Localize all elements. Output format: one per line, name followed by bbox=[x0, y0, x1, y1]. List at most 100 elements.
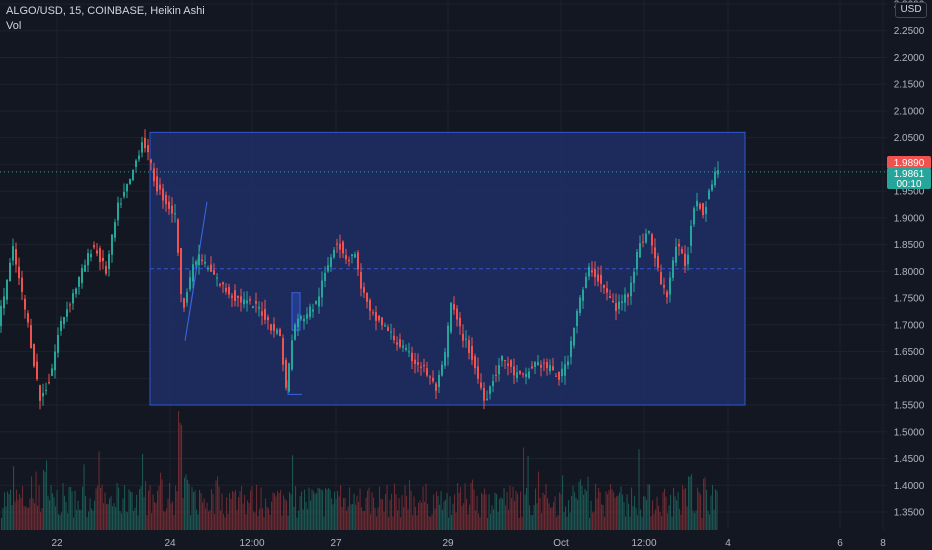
candle-body[interactable] bbox=[414, 359, 416, 364]
candle-body[interactable] bbox=[393, 335, 395, 341]
candle-body[interactable] bbox=[492, 381, 494, 387]
candle-body[interactable] bbox=[255, 301, 257, 304]
candle-body[interactable] bbox=[60, 320, 62, 331]
candle-body[interactable] bbox=[138, 155, 140, 160]
candle-body[interactable] bbox=[267, 317, 269, 321]
candle-body[interactable] bbox=[420, 366, 422, 368]
candle-body[interactable] bbox=[0, 305, 2, 327]
candle-body[interactable] bbox=[600, 274, 602, 284]
candle-body[interactable] bbox=[216, 277, 218, 279]
candle-body[interactable] bbox=[477, 366, 479, 379]
candle-body[interactable] bbox=[465, 338, 467, 340]
candle-body[interactable] bbox=[96, 250, 98, 254]
candle-body[interactable] bbox=[705, 207, 707, 215]
candle-body[interactable] bbox=[78, 277, 80, 287]
candle-body[interactable] bbox=[225, 287, 227, 292]
candle-body[interactable] bbox=[336, 243, 338, 245]
candle-body[interactable] bbox=[501, 355, 503, 361]
candle-body[interactable] bbox=[360, 271, 362, 289]
candle-body[interactable] bbox=[156, 176, 158, 192]
candle-body[interactable] bbox=[120, 203, 122, 205]
candle-body[interactable] bbox=[450, 302, 452, 333]
candle-body[interactable] bbox=[714, 171, 716, 186]
candle-body[interactable] bbox=[711, 184, 713, 191]
candle-body[interactable] bbox=[36, 361, 38, 380]
candle-body[interactable] bbox=[33, 343, 35, 367]
candle-body[interactable] bbox=[165, 195, 167, 204]
candle-body[interactable] bbox=[327, 265, 329, 272]
candle-body[interactable] bbox=[408, 351, 410, 353]
candle-body[interactable] bbox=[630, 282, 632, 297]
candle-body[interactable] bbox=[39, 385, 41, 401]
candle-body[interactable] bbox=[90, 253, 92, 258]
candle-body[interactable] bbox=[426, 368, 428, 376]
candle-body[interactable] bbox=[204, 261, 206, 264]
candle-body[interactable] bbox=[378, 315, 380, 321]
candle-body[interactable] bbox=[114, 222, 116, 238]
candle-body[interactable] bbox=[642, 241, 644, 243]
candle-body[interactable] bbox=[309, 306, 311, 318]
candle-body[interactable] bbox=[666, 291, 668, 298]
candle-body[interactable] bbox=[417, 362, 419, 365]
candle-body[interactable] bbox=[84, 264, 86, 272]
candle-body[interactable] bbox=[306, 313, 308, 319]
currency-button[interactable]: USD bbox=[895, 2, 927, 18]
candle-body[interactable] bbox=[303, 318, 305, 322]
candle-body[interactable] bbox=[531, 366, 533, 369]
candle-body[interactable] bbox=[363, 287, 365, 293]
candle-body[interactable] bbox=[651, 234, 653, 246]
candle-body[interactable] bbox=[123, 192, 125, 197]
candle-body[interactable] bbox=[558, 371, 560, 380]
candle-body[interactable] bbox=[291, 340, 293, 370]
time-axis[interactable]: 22 24 12:00 27 29 Oct 12:00 4 6 8 bbox=[0, 530, 887, 550]
candle-body[interactable] bbox=[372, 312, 374, 314]
candle-body[interactable] bbox=[648, 230, 650, 233]
candle-body[interactable] bbox=[12, 246, 14, 261]
candle-body[interactable] bbox=[639, 243, 641, 258]
candle-body[interactable] bbox=[324, 272, 326, 281]
candle-body[interactable] bbox=[468, 339, 470, 353]
candle-body[interactable] bbox=[456, 308, 458, 320]
candle-body[interactable] bbox=[105, 265, 107, 274]
candle-body[interactable] bbox=[693, 208, 695, 225]
candle-body[interactable] bbox=[117, 202, 119, 221]
candle-body[interactable] bbox=[348, 259, 350, 262]
candle-body[interactable] bbox=[312, 309, 314, 312]
candle-body[interactable] bbox=[285, 360, 287, 388]
candle-body[interactable] bbox=[546, 362, 548, 369]
candle-body[interactable] bbox=[510, 360, 512, 367]
candle-body[interactable] bbox=[297, 318, 299, 328]
candle-body[interactable] bbox=[702, 203, 704, 216]
candle-body[interactable] bbox=[54, 351, 56, 371]
candle-body[interactable] bbox=[147, 145, 149, 153]
candle-body[interactable] bbox=[132, 169, 134, 180]
candle-body[interactable] bbox=[201, 259, 203, 262]
candle-body[interactable] bbox=[387, 327, 389, 331]
candle-body[interactable] bbox=[318, 296, 320, 307]
candle-body[interactable] bbox=[375, 312, 377, 321]
candle-body[interactable] bbox=[474, 356, 476, 369]
candle-body[interactable] bbox=[612, 300, 614, 303]
candle-body[interactable] bbox=[489, 386, 491, 394]
candle-body[interactable] bbox=[525, 373, 527, 377]
candle-body[interactable] bbox=[645, 233, 647, 243]
candle-body[interactable] bbox=[24, 298, 26, 310]
candle-body[interactable] bbox=[564, 364, 566, 376]
candle-body[interactable] bbox=[189, 277, 191, 290]
candle-body[interactable] bbox=[444, 352, 446, 366]
candle-body[interactable] bbox=[276, 329, 278, 334]
candle-body[interactable] bbox=[213, 270, 215, 275]
candle-body[interactable] bbox=[9, 262, 11, 282]
candle-body[interactable] bbox=[273, 324, 275, 331]
candle-body[interactable] bbox=[42, 392, 44, 397]
candle-body[interactable] bbox=[207, 267, 209, 270]
candle-body[interactable] bbox=[27, 313, 29, 323]
candle-body[interactable] bbox=[129, 178, 131, 184]
candle-body[interactable] bbox=[540, 364, 542, 368]
candle-body[interactable] bbox=[459, 317, 461, 327]
candle-body[interactable] bbox=[405, 347, 407, 350]
candle-body[interactable] bbox=[333, 249, 335, 258]
candle-body[interactable] bbox=[240, 296, 242, 303]
candle-body[interactable] bbox=[300, 316, 302, 319]
candle-body[interactable] bbox=[264, 309, 266, 320]
